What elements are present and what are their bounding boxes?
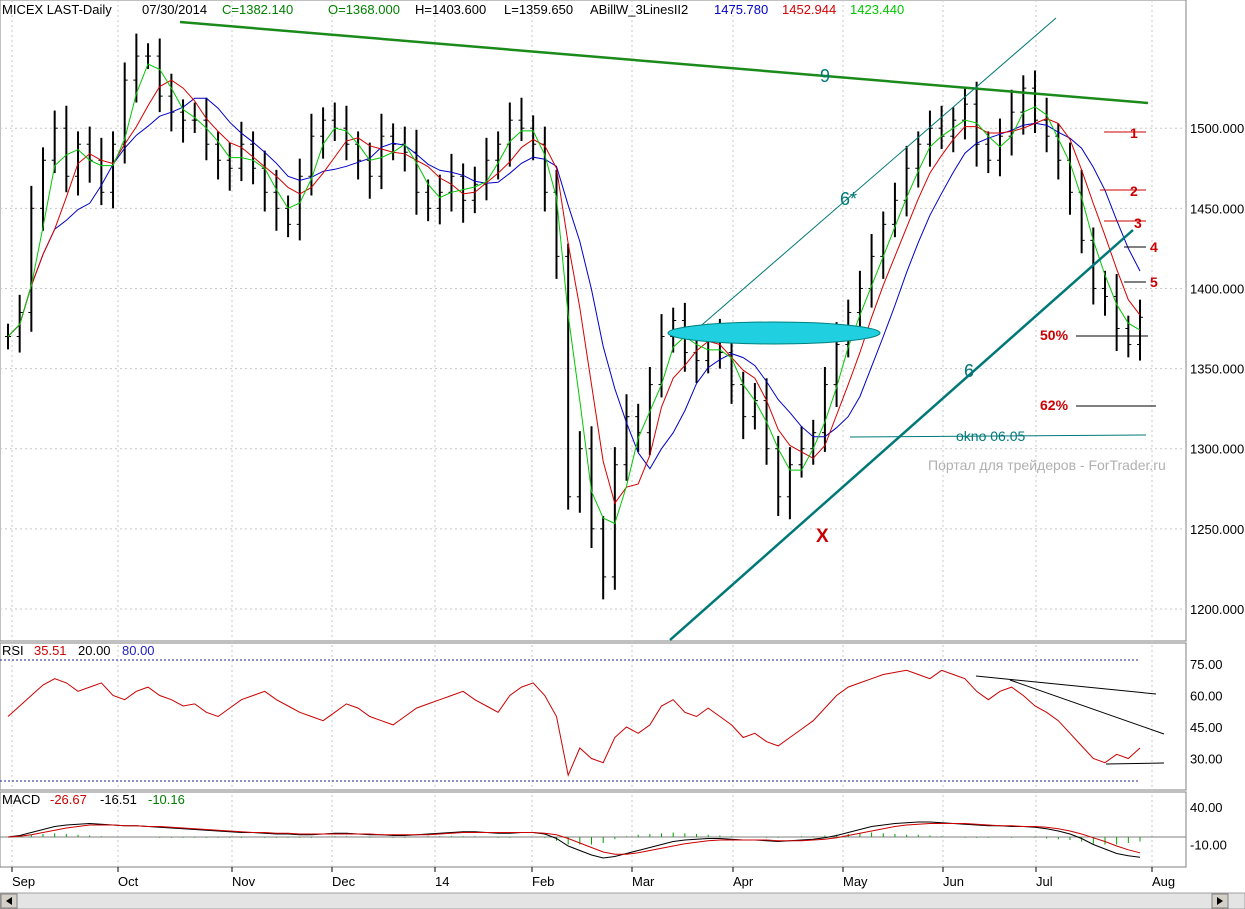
level-2-label: 2 [1130,183,1138,199]
x-tick-label: Nov [232,874,256,889]
resistance-label: 9 [820,66,830,86]
gap-line [849,434,1147,438]
x-tick-label: Aug [1152,874,1175,889]
macd-param-2: -16.51 [100,792,137,807]
macd-param-1: -26.67 [50,792,87,807]
fib-62-label: 62% [1040,397,1069,413]
macd-lines [0,821,1186,859]
x-tick-label: Jun [943,874,964,889]
x-axis: Sep Oct Nov Dec 14 Feb Mar Apr May Jun Jul Aug [11,867,1175,889]
x-tick-label: Oct [118,874,139,889]
level-3-label: 3 [1134,215,1142,231]
support-line-6 [669,229,1134,641]
macd-signal-line [7,823,1141,855]
rsi-param-1: 35.51 [34,643,67,658]
rsi-y-tick-label: 60.00 [1190,689,1223,704]
gap-label: okno 06.05 [956,428,1025,444]
y-tick-label: 1400.000 [1190,281,1244,296]
y-tick-label: 1350.000 [1190,362,1244,377]
y-tick-label: 1300.000 [1190,442,1244,457]
rsi-series-line [7,669,1141,777]
rsi-y-tick-label: 30.00 [1190,752,1223,767]
level-1-label: 1 [1130,125,1138,141]
rsi-panel [0,642,1187,791]
pivot-label: X [816,526,829,547]
x-tick-label: Mar [632,874,655,889]
header-close: C=1382.140 [222,2,293,17]
x-tick-label: Feb [532,874,554,889]
rsi-support [1105,762,1165,765]
header-symbol: MICEX LAST-Daily [2,2,112,17]
header-ind-green: 1423.440 [850,2,904,17]
watermark: Портал для трейдеров - ForTrader.ru [928,457,1166,473]
level-4-label: 4 [1150,239,1158,255]
resistance-line-9 [179,20,1149,105]
macd-title: MACD [2,792,40,807]
rsi-y-tick-label: 45.00 [1190,720,1223,735]
ma-red-line [7,79,1141,505]
x-tick-label: Jul [1036,874,1053,889]
rsi-param-3: 80.00 [122,643,155,658]
macd-param-3: -10.16 [148,792,185,807]
macd-y-tick-label: 40.00 [1190,800,1223,815]
scrollbar-track[interactable] [0,892,1245,909]
header-ind-blue: 1475.780 [714,2,768,17]
fib-50-label: 50% [1040,327,1069,343]
x-tick-label: Dec [332,874,356,889]
moving-averages [7,63,1141,525]
support-label: 6 [964,361,974,381]
header-low: L=1359.650 [504,2,573,17]
ma-blue-line [7,97,1141,470]
macd-y-tick-label: -10.00 [1190,838,1227,853]
scroll-left-icon [6,897,12,905]
rsi-title: RSI [2,643,24,658]
header-open: O=1368.000 [328,2,400,17]
channel-line-6star [695,17,1057,331]
rsi-trend-upper [975,675,1157,695]
header-ind-red: 1452.944 [782,2,836,17]
x-tick-label: May [843,874,868,889]
level-5-label: 5 [1150,274,1158,290]
header-indicator: ABillW_3LinesII2 [590,2,688,17]
y-tick-label: 1450.000 [1190,201,1244,216]
x-tick-label: Sep [12,874,35,889]
rsi-line [7,669,1141,777]
support-zone-ellipse [667,321,881,345]
y-tick-label: 1500.000 [1190,121,1244,136]
channel-label: 6* [840,189,857,209]
price-panel [0,0,1187,642]
rsi-y-tick-label: 75.00 [1190,657,1223,672]
x-tick-label: 14 [435,874,449,889]
y-tick-label: 1250.000 [1190,522,1244,537]
rsi-trend-lower [1009,679,1165,735]
header-high: H=1403.600 [415,2,486,17]
y-tick-label: 1200.000 [1190,602,1244,617]
header-date: 07/30/2014 [142,2,207,17]
x-tick-label: Apr [733,874,754,889]
scroll-right-icon [1217,897,1223,905]
rsi-param-2: 20.00 [78,643,111,658]
y-axis: 1500.000 1450.000 1400.000 1350.000 1300.000… [1190,121,1244,852]
ma-green-line [7,63,1141,525]
